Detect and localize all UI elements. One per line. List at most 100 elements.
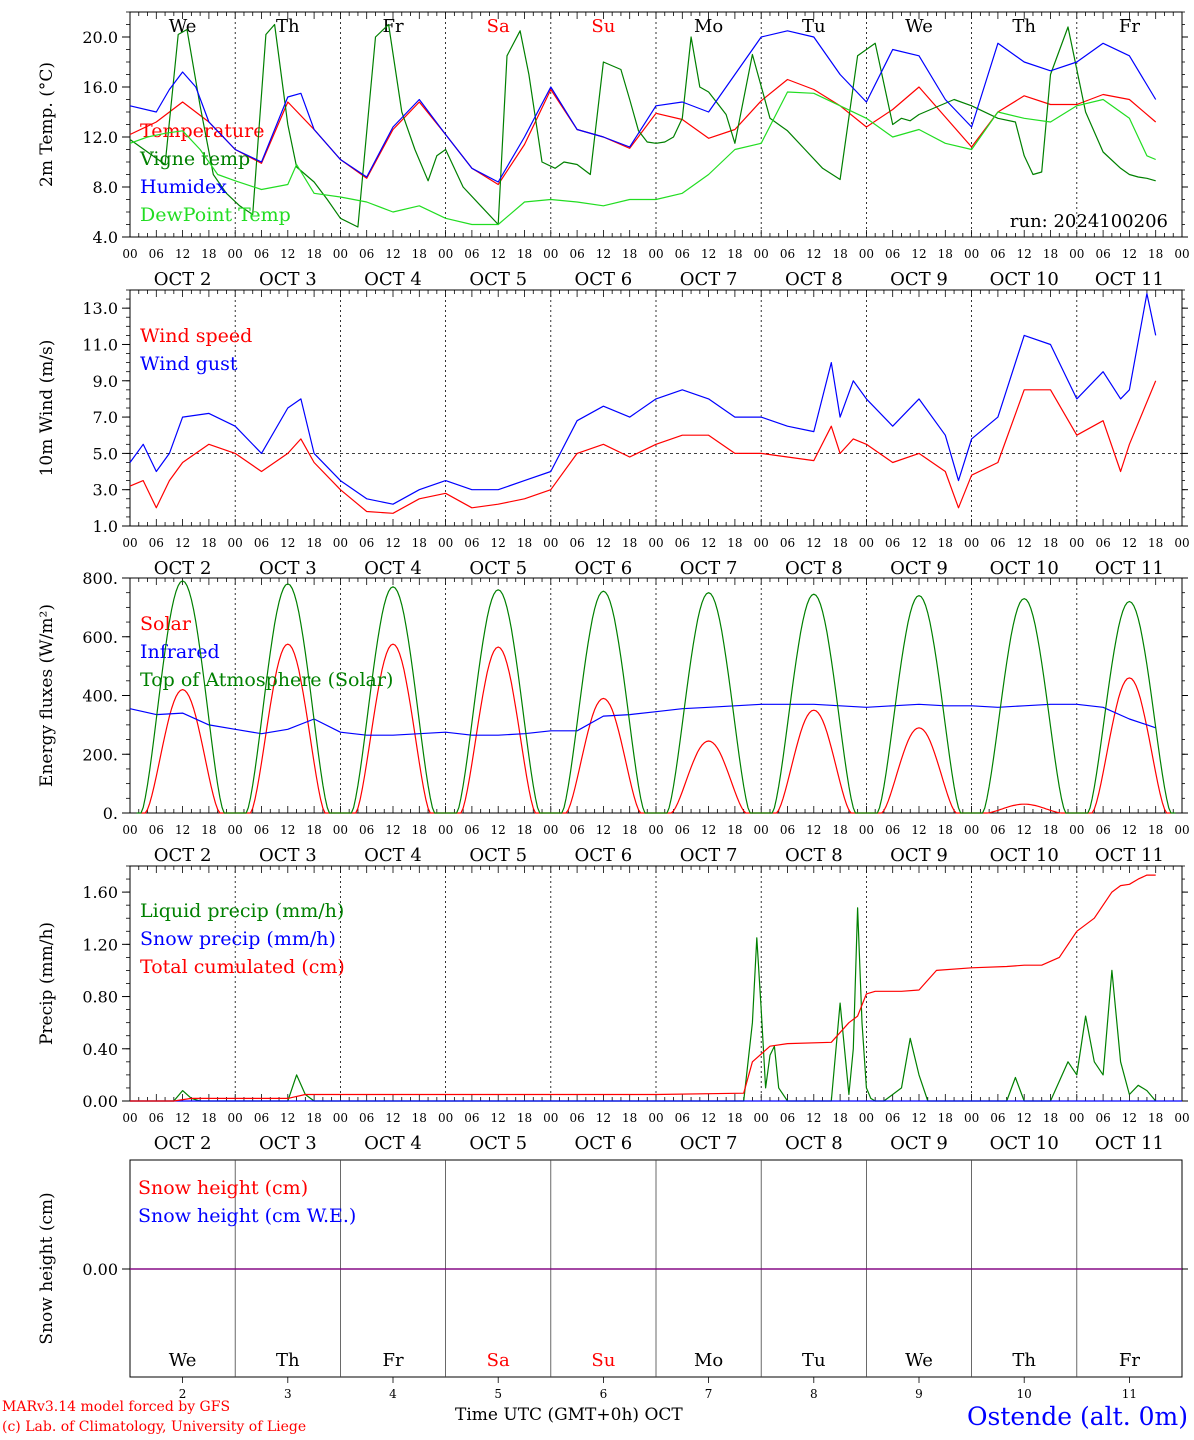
legend-entry: Wind speed [140, 325, 252, 347]
date-label: OCT 5 [469, 269, 527, 290]
date-label: OCT 8 [785, 1133, 843, 1154]
weekday-label: Fr [1119, 16, 1140, 37]
date-label: OCT 2 [154, 1133, 212, 1154]
legend-entry: Top of Atmosphere (Solar) [140, 669, 393, 691]
date-label: OCT 9 [890, 845, 948, 866]
hour-tick-label: 00 [964, 823, 979, 837]
day-number-label: 2 [179, 1387, 187, 1401]
date-label: OCT 2 [154, 558, 212, 579]
hour-tick-label: 18 [1148, 247, 1163, 261]
hour-tick-label: 00 [228, 536, 243, 550]
weekday-label: Th [1012, 1350, 1036, 1371]
y-tick-label: 0.00 [82, 1260, 118, 1279]
time-axis-label: Time UTC (GMT+0h) OCT [455, 1405, 683, 1425]
date-label: OCT 11 [1095, 269, 1164, 290]
hour-tick-label: 18 [412, 247, 427, 261]
y-tick-label: 8.0 [93, 178, 118, 197]
legend-entry: Humidex [140, 176, 227, 198]
hour-tick-label: 06 [359, 247, 374, 261]
y-tick-label: 1.0 [93, 517, 118, 536]
hour-tick-label: 00 [438, 823, 453, 837]
hour-tick-label: 00 [754, 823, 769, 837]
hour-tick-label: 06 [464, 536, 479, 550]
hour-tick-label: 00 [438, 1111, 453, 1125]
y-tick-label: 0.40 [82, 1040, 118, 1059]
y-axis-title: Snow height (cm) [37, 1192, 57, 1344]
y-tick-label: 7.0 [93, 408, 118, 427]
hour-tick-label: 06 [569, 823, 584, 837]
y-tick-label: 16.0 [82, 78, 118, 97]
series-line-wind-speed [129, 380, 1157, 514]
date-label: OCT 8 [785, 269, 843, 290]
hour-tick-label: 00 [228, 247, 243, 261]
legend-entry: Snow height (cm W.E.) [138, 1205, 356, 1227]
hour-tick-label: 18 [1148, 1111, 1163, 1125]
hour-tick-label: 06 [254, 247, 269, 261]
hour-tick-label: 18 [517, 247, 532, 261]
date-label: OCT 2 [154, 845, 212, 866]
hour-tick-label: 12 [491, 536, 506, 550]
hour-tick-label: 12 [1122, 1111, 1137, 1125]
hour-tick-label: 06 [569, 1111, 584, 1125]
date-label: OCT 6 [575, 269, 633, 290]
hour-tick-label: 12 [806, 823, 821, 837]
hour-tick-label: 12 [385, 1111, 400, 1125]
legend-entry: Snow precip (mm/h) [140, 928, 336, 950]
weekday-label: Su [591, 1350, 615, 1371]
weekday-label: We [169, 1350, 197, 1371]
hour-tick-label: 00 [1174, 1111, 1189, 1125]
hour-tick-label: 18 [622, 1111, 637, 1125]
hour-tick-label: 06 [359, 1111, 374, 1125]
hour-tick-label: 00 [754, 1111, 769, 1125]
hour-tick-label: 00 [438, 536, 453, 550]
series-line-dewpoint-temp [129, 91, 1156, 226]
date-label: OCT 6 [575, 1133, 633, 1154]
hour-tick-label: 18 [517, 823, 532, 837]
date-label: OCT 4 [364, 558, 422, 579]
hour-tick-label: 00 [1069, 1111, 1084, 1125]
series-line-top-of-atmosphere-solar- [136, 580, 1176, 814]
hour-tick-label: 06 [149, 1111, 164, 1125]
hour-tick-label: 00 [648, 247, 663, 261]
hour-tick-label: 00 [333, 247, 348, 261]
hour-tick-label: 18 [201, 1111, 216, 1125]
weekday-label: Fr [382, 16, 403, 37]
hour-tick-label: 18 [306, 823, 321, 837]
hour-tick-label: 00 [754, 536, 769, 550]
y-tick-label: 800. [82, 569, 118, 588]
hour-tick-label: 18 [938, 247, 953, 261]
hour-tick-label: 12 [1017, 823, 1032, 837]
hour-tick-label: 12 [596, 536, 611, 550]
hour-tick-label: 00 [964, 247, 979, 261]
hour-tick-label: 18 [1148, 536, 1163, 550]
hour-tick-label: 12 [911, 1111, 926, 1125]
date-label: OCT 10 [990, 558, 1059, 579]
hour-tick-label: 18 [412, 823, 427, 837]
hour-tick-label: 12 [491, 823, 506, 837]
y-tick-label: 12.0 [82, 128, 118, 147]
hour-tick-label: 18 [938, 823, 953, 837]
date-label: OCT 3 [259, 845, 317, 866]
hour-tick-label: 18 [938, 1111, 953, 1125]
date-label: OCT 3 [259, 269, 317, 290]
hour-tick-label: 00 [859, 536, 874, 550]
hour-tick-label: 00 [122, 247, 137, 261]
hour-tick-label: 06 [675, 823, 690, 837]
lab-credit: (c) Lab. of Climatology, University of L… [2, 1419, 307, 1435]
legend-entry: Snow height (cm) [138, 1177, 308, 1199]
hour-tick-label: 00 [122, 823, 137, 837]
hour-tick-label: 06 [1095, 247, 1110, 261]
legend-entry: Infrared [140, 641, 220, 663]
hour-tick-label: 12 [1122, 823, 1137, 837]
date-label: OCT 7 [680, 269, 738, 290]
y-tick-label: 400. [82, 687, 118, 706]
legend-entry: Solar [140, 613, 192, 635]
hour-tick-label: 12 [175, 823, 190, 837]
weekday-label: Fr [382, 1350, 403, 1371]
hour-tick-label: 18 [1043, 536, 1058, 550]
hour-tick-label: 06 [1095, 536, 1110, 550]
weekday-label: Th [276, 16, 300, 37]
hour-tick-label: 00 [228, 1111, 243, 1125]
hour-tick-label: 06 [569, 536, 584, 550]
hour-tick-label: 00 [648, 536, 663, 550]
